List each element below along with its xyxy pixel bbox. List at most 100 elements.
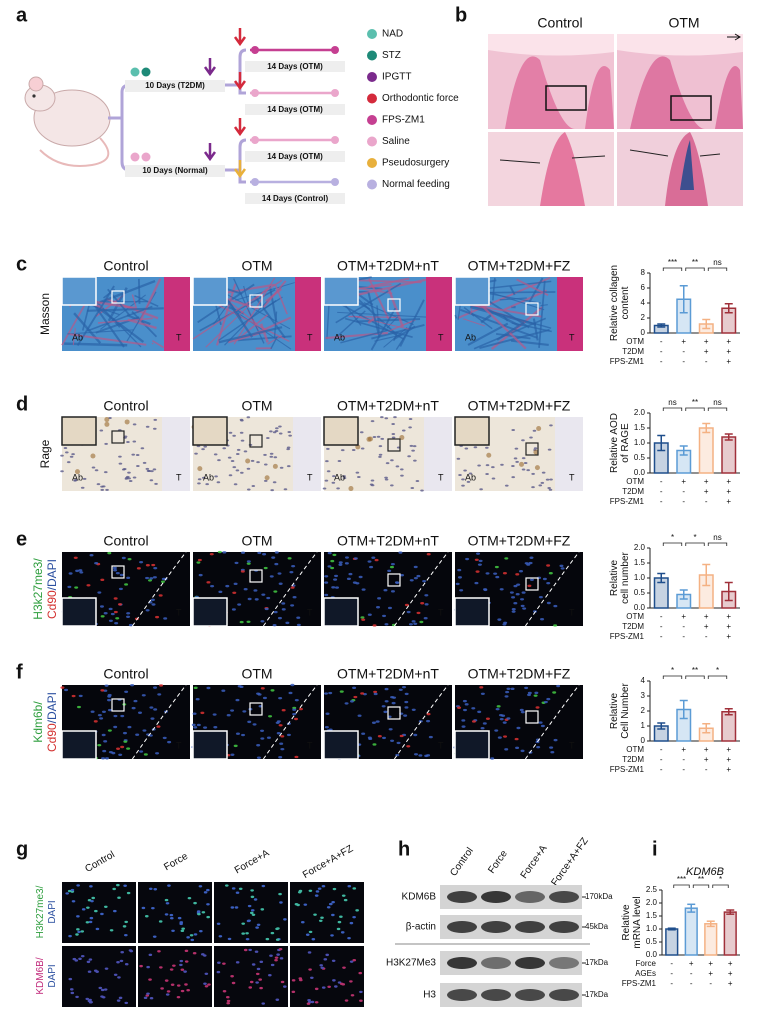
- cell: [112, 566, 117, 570]
- nucleus: [239, 431, 244, 434]
- micrograph: [191, 416, 321, 492]
- cell: [549, 746, 554, 749]
- cell: [455, 582, 460, 586]
- cell: [171, 929, 175, 932]
- cell: [331, 586, 336, 589]
- row-label: Masson: [38, 293, 52, 335]
- panel-label: e: [16, 528, 27, 550]
- cell: [210, 584, 215, 588]
- treatment-label: 14 Days (OTM): [267, 62, 323, 71]
- condition-name: T2DM: [622, 622, 644, 631]
- cell: [278, 892, 282, 896]
- nucleus: [325, 460, 329, 463]
- blot-label: H3K27Me3: [386, 958, 436, 969]
- row-label: Cd90/DAPI: [45, 692, 59, 752]
- cell: [457, 706, 462, 709]
- cell: [314, 987, 319, 991]
- cell: [457, 568, 462, 572]
- cell: [368, 737, 373, 741]
- column-header: Force+A+FZ: [301, 843, 355, 881]
- nucleus: [263, 453, 267, 456]
- nucleus: [154, 482, 158, 485]
- cell: [256, 967, 261, 971]
- cell: [503, 735, 508, 738]
- cell: [285, 621, 290, 625]
- roi-box: [525, 710, 539, 724]
- cell: [416, 574, 421, 578]
- cell: [127, 725, 132, 729]
- cell: [358, 971, 363, 975]
- significance-bracket: [712, 884, 729, 888]
- nucleus: [357, 476, 361, 479]
- condition-mark: +: [726, 337, 731, 346]
- image-label: T: [569, 472, 575, 482]
- cell: [281, 608, 286, 611]
- cell: [399, 734, 404, 738]
- fiber: [98, 279, 156, 304]
- significance-label: *: [671, 533, 674, 542]
- legend-swatch: [367, 158, 377, 168]
- cell: [344, 562, 349, 565]
- cell: [193, 686, 198, 690]
- nucleus: [121, 468, 126, 471]
- cell: [374, 558, 379, 562]
- stain: [367, 436, 373, 442]
- column-header: OTM: [241, 666, 272, 682]
- error-bar: [706, 920, 715, 928]
- cell: [212, 713, 217, 716]
- cell: [276, 953, 280, 956]
- cell: [311, 938, 316, 941]
- cell: [107, 729, 112, 732]
- bar: [721, 436, 737, 474]
- cell: [76, 915, 80, 918]
- cell: [155, 752, 160, 755]
- nucleus: [235, 452, 240, 455]
- cell: [225, 996, 230, 999]
- image-label: T: [176, 332, 182, 342]
- cell: [280, 735, 285, 738]
- nucleus: [378, 455, 382, 458]
- legend-swatch: [367, 50, 377, 61]
- fiber: [470, 313, 475, 317]
- cell: [411, 620, 416, 623]
- cell: [504, 748, 509, 751]
- cell: [344, 556, 349, 559]
- cell: [235, 698, 240, 702]
- fiber: [516, 278, 549, 296]
- cell: [413, 565, 418, 569]
- nucleus: [153, 418, 158, 421]
- error-bar: [679, 445, 688, 456]
- cell: [333, 578, 338, 581]
- cell: [233, 744, 238, 748]
- cell: [143, 753, 148, 756]
- fiber: [540, 304, 548, 307]
- cell: [180, 989, 185, 993]
- cell: [471, 707, 476, 710]
- nucleus: [504, 484, 509, 487]
- cell: [457, 576, 462, 579]
- condition-name: OTM: [626, 745, 644, 754]
- cell: [471, 720, 476, 723]
- nucleus: [369, 483, 374, 486]
- cell: [101, 996, 106, 999]
- condition-mark: +: [726, 612, 731, 621]
- cell: [463, 708, 468, 712]
- cell: [485, 717, 490, 720]
- cell: [103, 740, 108, 743]
- cell: [70, 888, 75, 892]
- nucleus: [288, 434, 292, 437]
- cell: [265, 937, 270, 941]
- cell: [411, 708, 416, 712]
- cell: [218, 590, 223, 594]
- micrograph: [61, 551, 190, 627]
- significance-bracket: [692, 884, 710, 888]
- boundary: [131, 551, 187, 627]
- legend-swatch: [367, 29, 377, 39]
- cell: [296, 623, 301, 627]
- error-bar: [687, 903, 696, 913]
- cell: [361, 588, 366, 591]
- cell: [303, 903, 308, 906]
- cell: [252, 723, 257, 726]
- condition-mark: -: [660, 337, 663, 346]
- cell: [67, 585, 72, 589]
